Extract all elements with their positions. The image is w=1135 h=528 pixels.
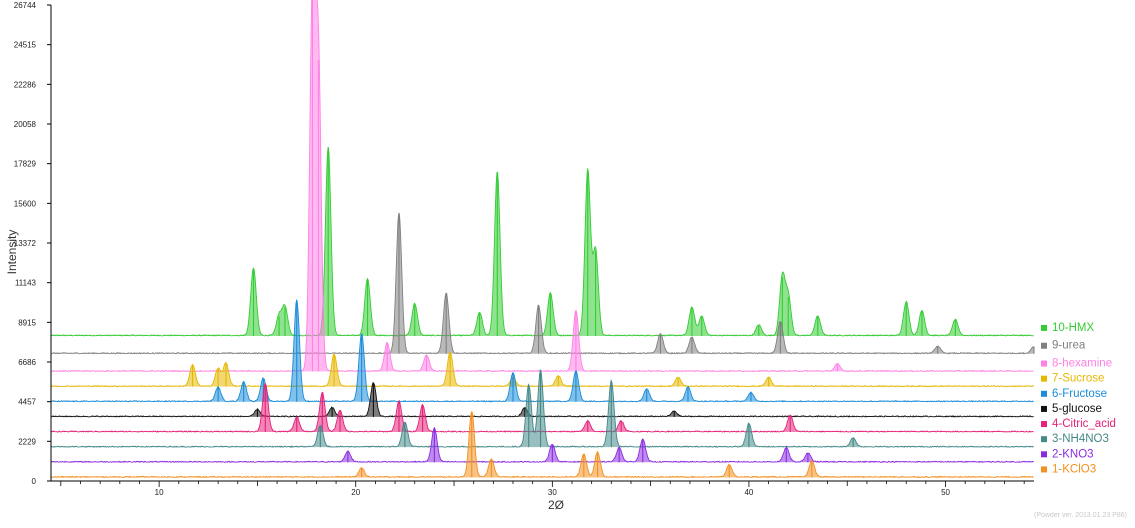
legend-swatch [1041, 421, 1047, 428]
y-tick-label: 20058 [14, 120, 37, 129]
legend-item: 9-urea [1041, 340, 1086, 352]
x-tick-label: 30 [548, 488, 557, 497]
y-tick-label: 6686 [18, 358, 36, 367]
legend-label: 4-Citric_acid [1052, 418, 1116, 430]
x-tick-label: 40 [744, 488, 753, 497]
legend-label: 1-KClO3 [1052, 463, 1096, 475]
legend-label: 5-glucose [1052, 403, 1102, 415]
legend-item: 4-Citric_acid [1041, 418, 1116, 430]
y-tick-label: 4457 [18, 398, 36, 407]
legend-item: 7-Sucrose [1041, 373, 1104, 385]
x-axis-title: 2Ø [548, 498, 564, 512]
legend-label: 6-Fructose [1052, 388, 1107, 400]
legend-swatch [1041, 405, 1047, 412]
series-1-kclo3 [50, 411, 1034, 479]
legend-swatch [1041, 451, 1047, 458]
x-tick-label: 10 [155, 488, 164, 497]
series-8-hexamine [50, 0, 1034, 373]
legend-item: 1-KClO3 [1041, 463, 1096, 475]
legend-item: 10-HMX [1041, 322, 1095, 334]
legend-label: 9-urea [1052, 340, 1086, 352]
y-tick-label: 13372 [14, 239, 37, 248]
legend-swatch [1041, 390, 1047, 397]
series-9-urea [50, 212, 1035, 355]
x-tick-group: 10 20 30 40 50 [60, 481, 1025, 497]
software-version-note: (Powder ver. 2013.01.23 P86) [1033, 512, 1127, 519]
series-line [50, 426, 1034, 464]
series-line [50, 0, 1034, 373]
series-line [50, 212, 1034, 355]
legend-swatch [1041, 360, 1047, 367]
legend-item: 8-hexamine [1041, 358, 1112, 370]
y-tick-label: 8915 [18, 318, 36, 327]
y-tick-label: 22286 [14, 80, 37, 89]
legend-swatch [1041, 324, 1047, 331]
legend-item: 2-KNO3 [1041, 448, 1094, 460]
legend-label: 8-hexamine [1052, 358, 1112, 370]
legend-item: 3-NH4NO3 [1041, 433, 1109, 445]
legend-swatch [1041, 342, 1047, 349]
series-line [50, 411, 1034, 479]
legend-label: 3-NH4NO3 [1052, 433, 1109, 445]
legend-item: 5-glucose [1041, 403, 1102, 415]
x-tick-label: 20 [351, 488, 360, 497]
series-10-hmx [50, 147, 1034, 337]
legend: 10-HMX 9-urea 8-hexamine 7-Sucrose 6-Fructos… [1041, 322, 1116, 475]
legend-label: 2-KNO3 [1052, 448, 1094, 460]
y-tick-label: 24515 [14, 41, 37, 50]
legend-swatch [1041, 466, 1047, 473]
y-tick-label: 2229 [18, 437, 36, 446]
legend-swatch [1041, 436, 1047, 443]
y-tick-label: 11143 [15, 279, 37, 288]
y-tick-label: 26744 [14, 1, 37, 10]
series-area [51, 370, 1034, 448]
y-axis-title: Intensity [5, 230, 19, 275]
x-tick-label: 50 [941, 488, 950, 497]
y-tick-label: 17829 [14, 160, 37, 169]
series-line [50, 147, 1034, 337]
legend-label: 10-HMX [1052, 322, 1095, 334]
y-tick-group: 0 2229 4457 6686 8915 11143 13372 15600 17829 200… [14, 1, 51, 486]
series-traces [50, 0, 1035, 479]
legend-label: 7-Sucrose [1052, 373, 1104, 385]
series-area [51, 427, 1034, 463]
series-line [50, 369, 1034, 448]
legend-item: 6-Fructose [1041, 388, 1107, 400]
series-3-nh4no3 [50, 369, 1034, 448]
legend-swatch [1041, 375, 1047, 382]
series-area [51, 147, 1034, 336]
series-area [51, 0, 1034, 372]
y-tick-label: 15600 [14, 199, 37, 208]
series-2-kno3 [50, 426, 1034, 464]
y-tick-label: 0 [32, 477, 37, 486]
